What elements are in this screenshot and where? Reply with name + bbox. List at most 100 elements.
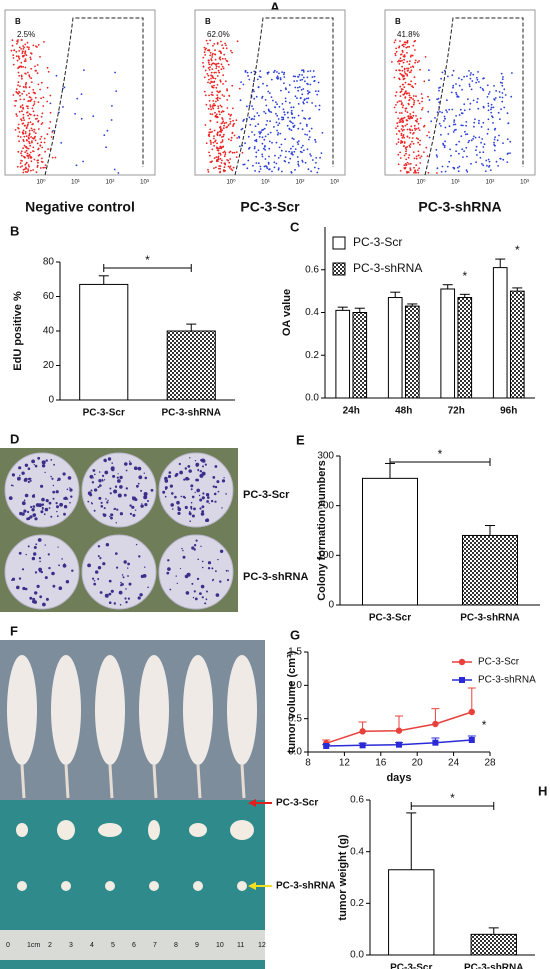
dot <box>414 127 416 130</box>
dot <box>28 142 31 145</box>
dot <box>266 120 269 122</box>
colony <box>201 566 204 569</box>
dot <box>32 110 35 113</box>
dot <box>218 66 220 68</box>
colony <box>190 501 193 504</box>
dot <box>503 88 506 91</box>
dot <box>47 148 49 150</box>
y-axis-label: tumor volume (cm³) <box>286 650 298 753</box>
dot <box>24 124 26 127</box>
dot <box>409 60 411 62</box>
dot <box>283 82 285 85</box>
dot <box>277 168 280 171</box>
dot <box>259 70 262 72</box>
caption: Negative control <box>25 199 135 215</box>
colony <box>117 479 121 483</box>
colony <box>143 495 148 500</box>
dot <box>400 73 403 76</box>
dot <box>211 130 214 133</box>
dot <box>413 101 415 104</box>
dot <box>222 127 225 130</box>
dot <box>266 73 269 75</box>
dot <box>461 88 463 91</box>
colony <box>166 571 170 575</box>
dot <box>217 99 219 102</box>
dot <box>417 171 420 174</box>
dot <box>21 77 23 80</box>
dot <box>30 169 32 172</box>
dot <box>209 139 212 142</box>
ruler-label: 6 <box>132 942 136 949</box>
dot <box>12 54 15 57</box>
colony <box>204 602 207 605</box>
dot <box>30 77 33 80</box>
dot <box>444 140 446 143</box>
dot <box>30 136 32 138</box>
dot <box>49 102 52 105</box>
dot <box>242 120 245 122</box>
colony <box>200 545 202 547</box>
dot <box>404 167 406 170</box>
dot <box>402 45 405 48</box>
colony <box>108 601 112 604</box>
dot <box>400 117 403 120</box>
colony <box>214 485 218 489</box>
dot <box>265 104 268 107</box>
dot <box>402 83 405 86</box>
dot <box>224 58 227 60</box>
dot <box>435 154 438 157</box>
dot <box>42 166 45 169</box>
dot <box>455 128 457 131</box>
dot <box>236 137 239 139</box>
colony <box>37 538 42 542</box>
dot <box>509 152 511 155</box>
dot <box>253 115 256 118</box>
dot <box>216 158 219 161</box>
colony <box>45 499 49 503</box>
significance: * <box>438 447 443 461</box>
dot <box>511 72 513 74</box>
dot <box>214 49 216 52</box>
dot <box>215 63 217 66</box>
dot <box>26 46 29 48</box>
ruler-label: 12 <box>258 942 266 949</box>
colony <box>41 497 45 502</box>
gate-label: B <box>395 17 401 26</box>
dot <box>278 72 280 75</box>
dot <box>296 97 298 99</box>
dot <box>443 69 446 72</box>
dot <box>29 151 32 154</box>
dot <box>15 88 18 91</box>
dot <box>400 132 403 135</box>
dot <box>428 69 430 71</box>
dot <box>443 144 446 147</box>
dot <box>316 171 319 174</box>
dot <box>317 81 320 84</box>
dot <box>500 72 503 75</box>
dot <box>475 81 478 84</box>
dot <box>407 67 410 70</box>
dot <box>408 63 411 66</box>
dot <box>301 74 303 76</box>
dot <box>212 77 215 79</box>
dot <box>482 151 485 154</box>
dot <box>411 137 414 139</box>
dot <box>445 109 447 112</box>
dot <box>248 104 251 107</box>
dot <box>204 94 207 97</box>
dot <box>209 51 212 54</box>
dot <box>288 101 291 104</box>
dot <box>420 155 423 158</box>
dot <box>311 102 313 104</box>
y-tick-label: 0.4 <box>350 846 364 857</box>
dot <box>208 151 210 154</box>
colony <box>11 577 16 581</box>
dot <box>418 102 421 105</box>
dot <box>34 132 37 135</box>
dot <box>493 141 495 144</box>
dot <box>34 118 37 120</box>
dot <box>105 146 107 149</box>
tumor <box>149 881 159 891</box>
y-tick-label: 0.6 <box>350 795 364 806</box>
